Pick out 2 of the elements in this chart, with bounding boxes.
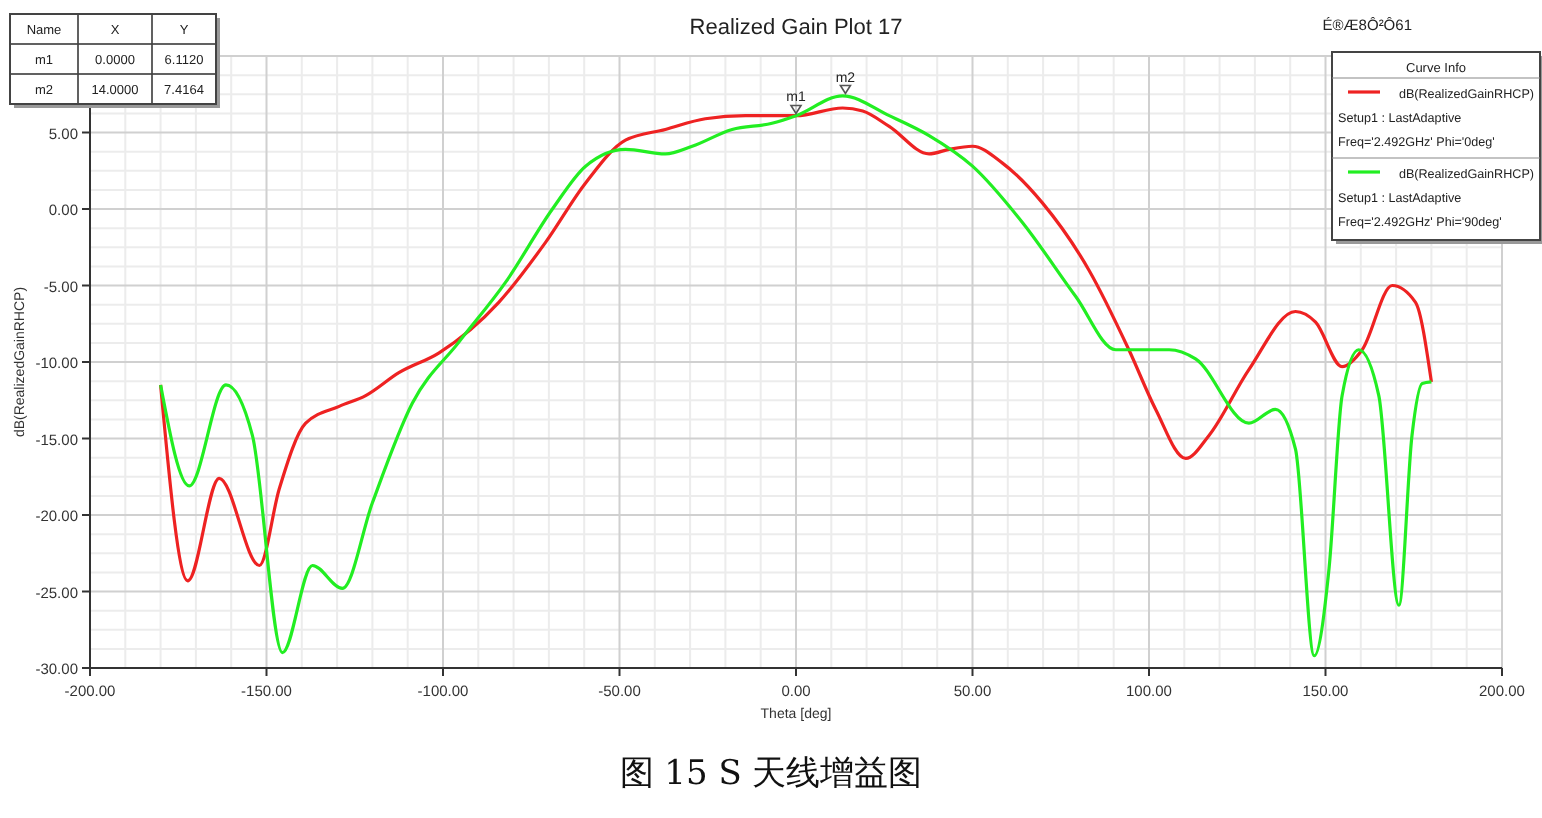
chart-title: Realized Gain Plot 17 xyxy=(689,16,903,40)
caption: 图 15 S 天线增益图 xyxy=(619,754,923,794)
